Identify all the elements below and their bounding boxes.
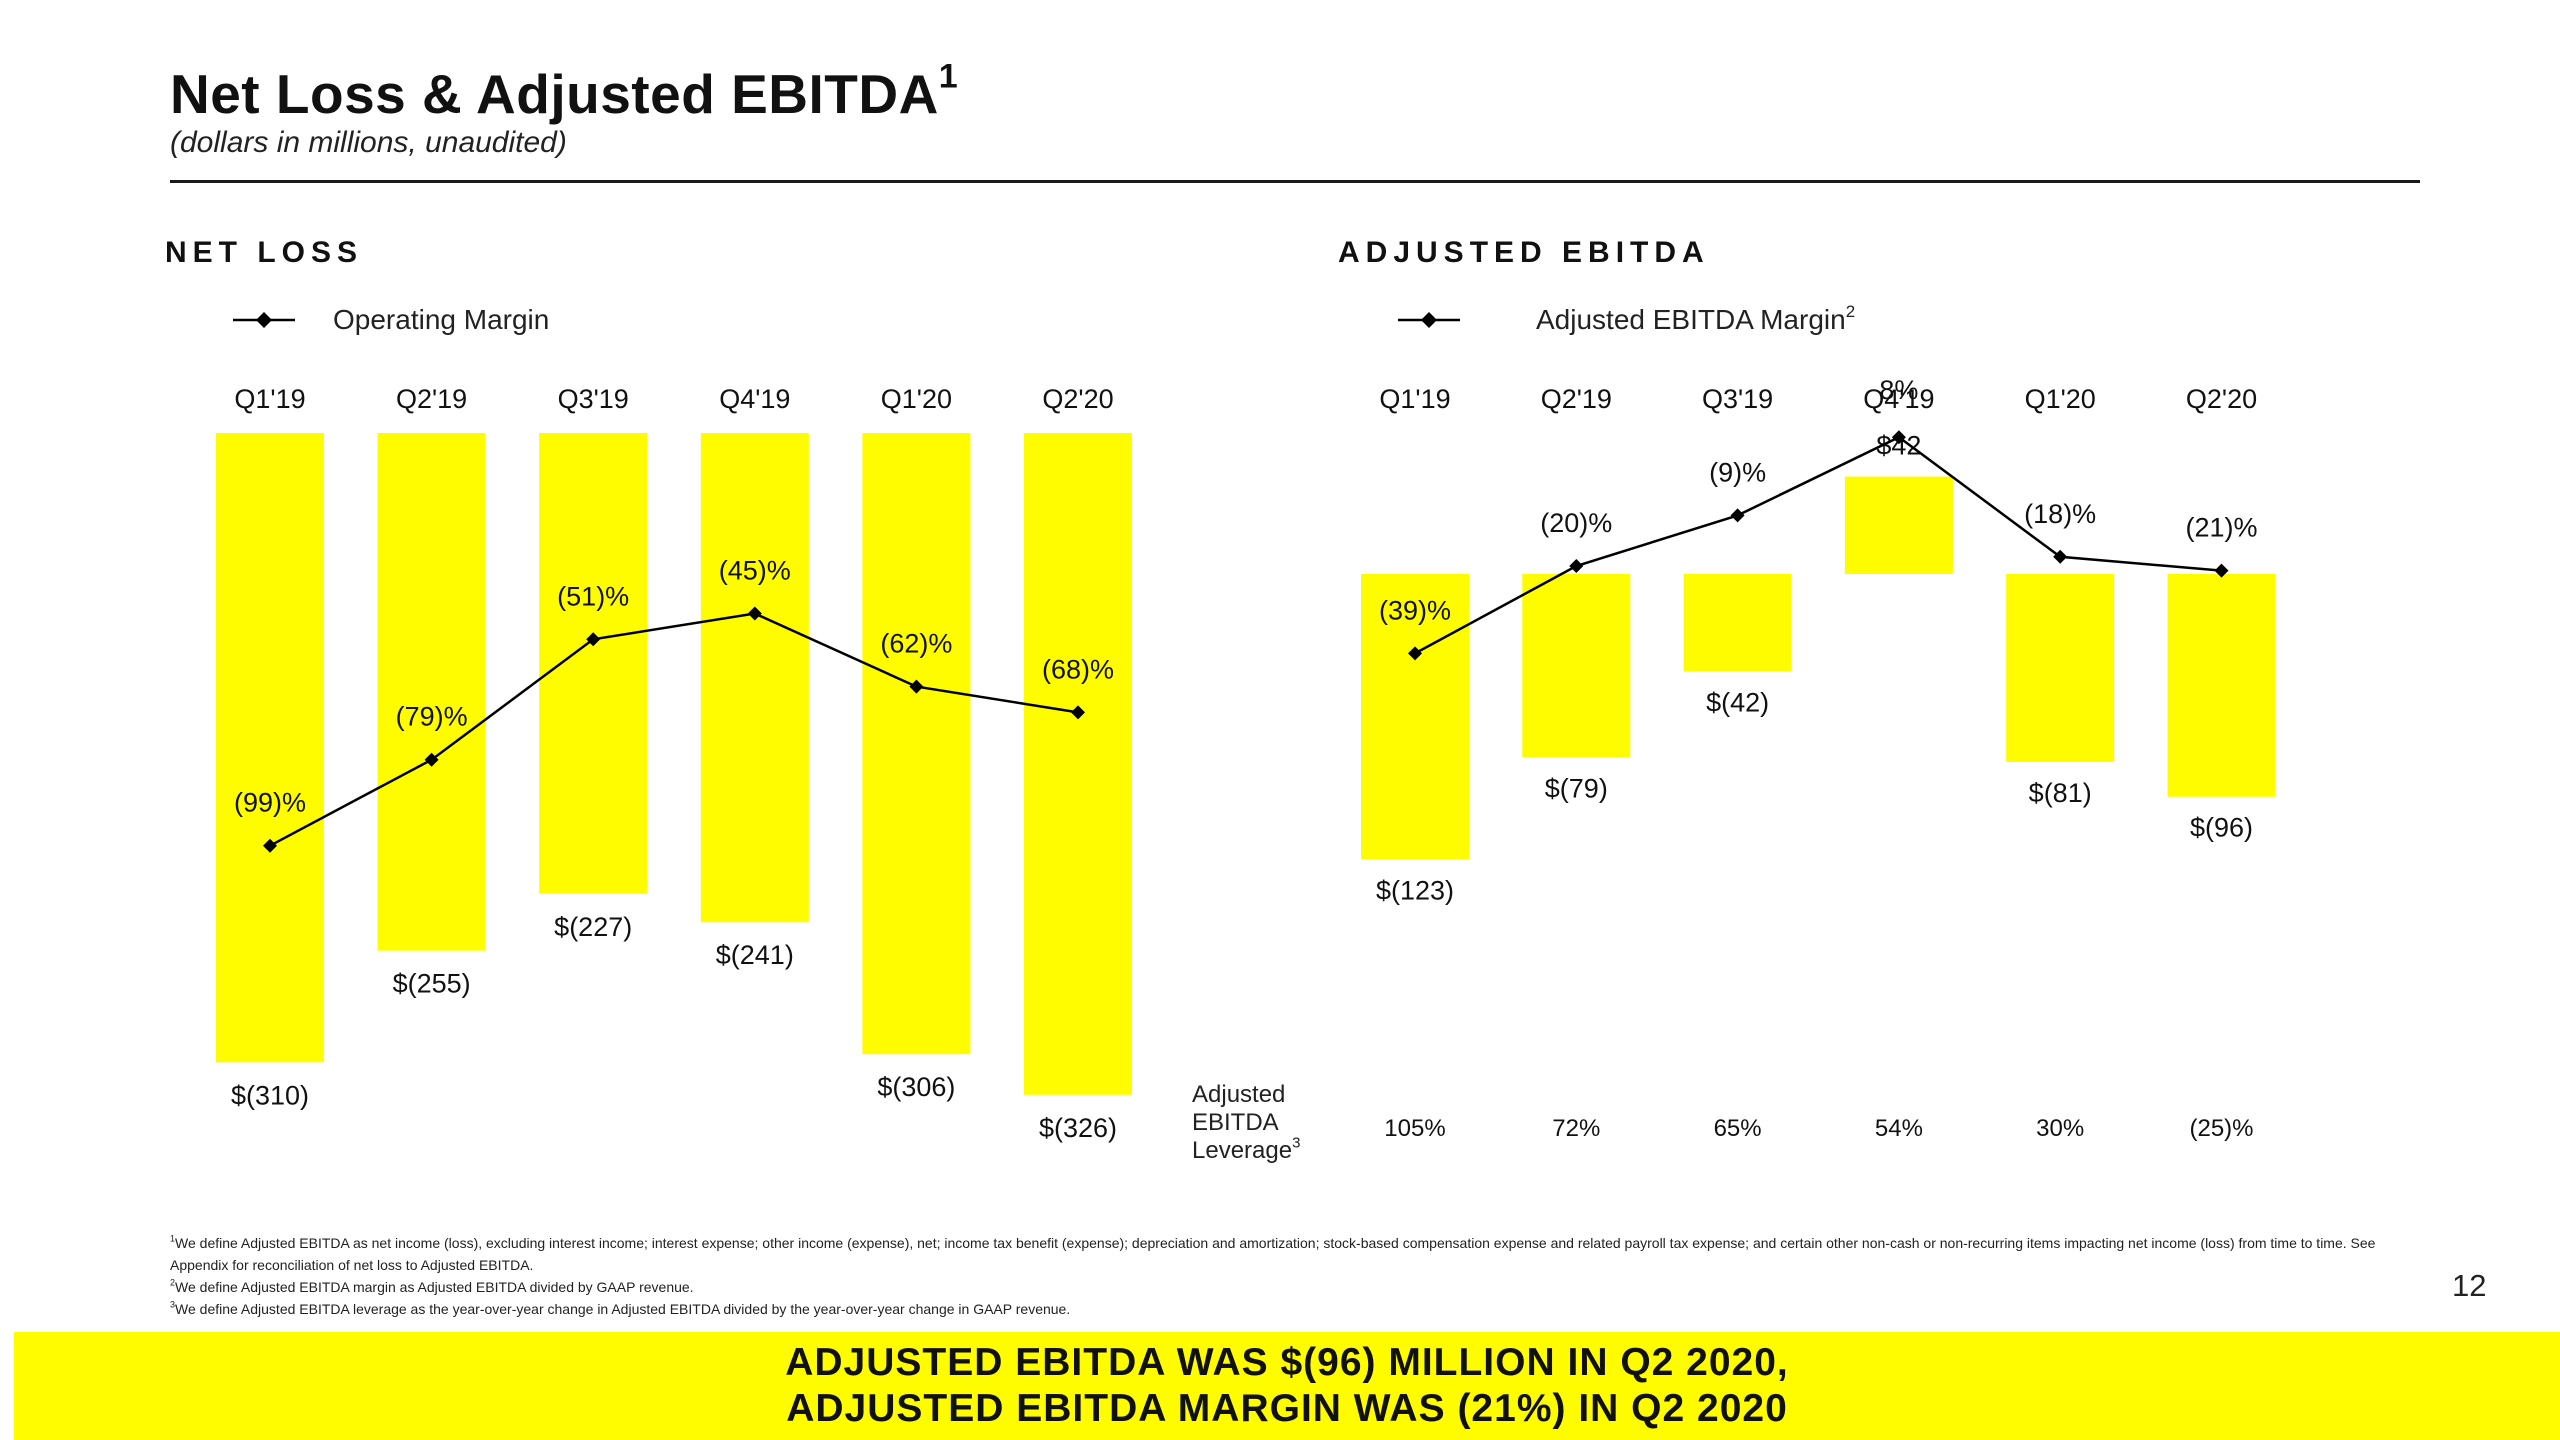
net-loss-value-label: $(326) — [1039, 1113, 1117, 1143]
ebitda-margin-label: (9)% — [1709, 457, 1766, 487]
ebitda-margin-label: (21)% — [2185, 513, 2257, 543]
line-diamond-legend-icon — [1398, 312, 1460, 328]
ebitda-value-label: $(79) — [1545, 773, 1608, 803]
net-loss-value-label: $(310) — [231, 1080, 309, 1110]
net-loss-legend: Operating Margin — [233, 300, 549, 340]
ebitda-margin-marker — [1569, 559, 1584, 573]
net-loss-bar — [539, 433, 648, 894]
page-number: 12 — [2452, 1268, 2487, 1303]
net-loss-value-label: $(241) — [716, 940, 794, 970]
ebitda-category-label: Q1'19 — [1379, 384, 1450, 414]
footnotes: 1We define Adjusted EBITDA as net income… — [170, 1232, 2420, 1320]
operating-margin-label: (45)% — [719, 556, 791, 586]
ebitda-margin-label: (18)% — [2024, 499, 2096, 529]
footnote-1: 1We define Adjusted EBITDA as net income… — [170, 1233, 2376, 1273]
operating-margin-label: (68)% — [1042, 654, 1114, 684]
ebitda-bar — [2006, 574, 2115, 762]
ebitda-leverage-value: 30% — [2036, 1115, 2084, 1142]
ebitda-value-label: $(42) — [1706, 687, 1769, 717]
footnote-2: 2We define Adjusted EBITDA margin as Adj… — [170, 1277, 694, 1295]
banner-line-1: ADJUSTED EBITDA WAS $(96) MILLION IN Q2 … — [785, 1341, 1789, 1384]
ebitda-bar — [1522, 574, 1631, 758]
net-loss-category-label: Q2'20 — [1042, 384, 1113, 414]
net-loss-category-label: Q3'19 — [558, 384, 629, 414]
operating-margin-marker — [586, 632, 601, 647]
operating-margin-label: (62)% — [880, 629, 952, 659]
operating-margin-marker — [424, 752, 439, 767]
ebitda-value-label: $(81) — [2029, 778, 2092, 808]
operating-margin-label: (79)% — [396, 702, 468, 732]
ebitda-bar — [2167, 574, 2276, 797]
ebitda-bar — [1683, 574, 1792, 672]
leverage-row-label: Adjusted EBITDA Leverage3 — [1192, 1081, 1301, 1164]
operating-margin-marker — [747, 606, 762, 621]
summary-banner: ADJUSTED EBITDA WAS $(96) MILLION IN Q2 … — [14, 1332, 2560, 1440]
ebitda-margin-marker — [1891, 430, 1906, 445]
footnote-3: 3We define Adjusted EBITDA leverage as t… — [170, 1299, 1071, 1317]
page-subtitle: (dollars in millions, unaudited) — [170, 126, 567, 159]
line-diamond-legend-icon — [233, 312, 295, 328]
adjusted-ebitda-section-label: ADJUSTED EBITDA — [1338, 236, 1710, 269]
ebitda-margin-label: 8% — [1879, 375, 1918, 405]
ebitda-margin-marker — [2053, 549, 2068, 564]
ebitda-value-label: $(123) — [1376, 875, 1454, 905]
net-loss-section-label: NET LOSS — [165, 236, 364, 269]
ebitda-legend: Adjusted EBITDA Margin2 — [1398, 300, 1855, 340]
ebitda-margin-marker — [1408, 646, 1422, 661]
ebitda-category-label: Q2'19 — [1541, 384, 1612, 414]
ebitda-category-label: Q2'20 — [2186, 384, 2257, 414]
operating-margin-label: (51)% — [557, 581, 629, 611]
net-loss-bar — [862, 433, 971, 1055]
title-divider — [170, 180, 2420, 183]
ebitda-category-label: Q3'19 — [1702, 384, 1773, 414]
ebitda-leverage-value: (25)% — [2189, 1115, 2253, 1142]
ebitda-margin-marker — [1730, 508, 1745, 523]
ebitda-value-label: $(96) — [2190, 813, 2253, 843]
ebitda-margin-line — [1414, 435, 2222, 655]
ebitda-margin-marker — [2214, 563, 2229, 578]
net-loss-bar — [700, 433, 809, 923]
net-loss-category-label: Q1'19 — [234, 384, 305, 414]
ebitda-leverage-value: 72% — [1552, 1115, 1600, 1142]
net-loss-category-label: Q4'19 — [719, 384, 790, 414]
ebitda-bar — [1844, 476, 1953, 574]
ebitda-category-label: Q4'19 — [1863, 384, 1934, 414]
operating-margin-line — [269, 612, 1079, 847]
net-loss-bar — [216, 433, 324, 1063]
ebitda-leverage-value: 65% — [1714, 1115, 1762, 1142]
ebitda-leverage-value: 54% — [1875, 1115, 1923, 1142]
ebitda-leverage-value: 105% — [1384, 1115, 1445, 1142]
net-loss-category-label: Q1'20 — [881, 384, 952, 414]
net-loss-value-label: $(255) — [393, 969, 471, 999]
page-title: Net Loss & Adjusted EBITDA1 — [170, 57, 959, 126]
operating-margin-label: (99)% — [234, 788, 306, 818]
operating-margin-marker — [1071, 705, 1085, 720]
ebitda-margin-label: (20)% — [1540, 508, 1612, 538]
net-loss-value-label: $(306) — [877, 1072, 955, 1102]
ebitda-bar — [1361, 574, 1469, 860]
net-loss-category-label: Q2'19 — [396, 384, 467, 414]
ebitda-margin-label: (39)% — [1379, 595, 1451, 625]
net-loss-legend-label: Operating Margin — [333, 304, 550, 335]
ebitda-category-label: Q1'20 — [2025, 384, 2096, 414]
net-loss-bar — [1024, 433, 1132, 1095]
banner-line-2: ADJUSTED EBITDA MARGIN WAS (21%) IN Q2 2… — [786, 1387, 1788, 1430]
ebitda-legend-label: Adjusted EBITDA Margin2 — [1536, 302, 1856, 335]
operating-margin-marker — [263, 838, 277, 853]
net-loss-bar — [377, 433, 486, 951]
operating-margin-marker — [909, 679, 924, 694]
net-loss-value-label: $(227) — [554, 912, 632, 942]
